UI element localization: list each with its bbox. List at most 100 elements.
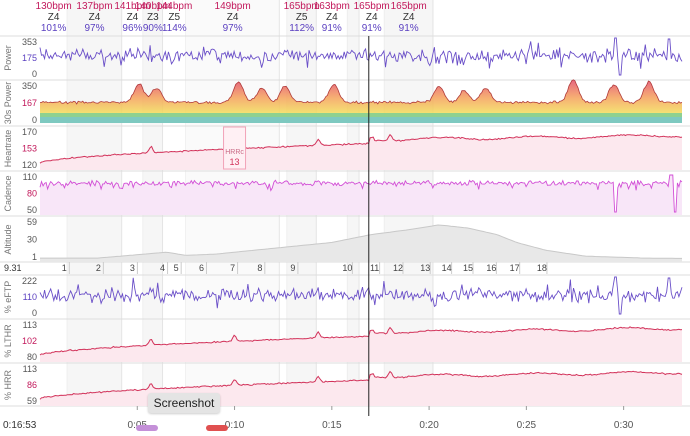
interval-zone: Z4 bbox=[227, 12, 239, 23]
alt-tick: 30 bbox=[27, 235, 37, 245]
interval-zone: Z4 bbox=[366, 12, 378, 23]
hrrc-label: HRRc bbox=[225, 149, 244, 156]
interval-pct: 97% bbox=[223, 23, 243, 34]
power-series bbox=[39, 37, 683, 76]
alt-axis: Altitude 59 30 1 bbox=[3, 217, 37, 262]
toolbar-pill-purple[interactable] bbox=[136, 425, 158, 431]
interval-pct: 112% bbox=[289, 23, 314, 34]
hrr-area bbox=[40, 371, 682, 406]
cad-tick: 50 bbox=[27, 205, 37, 215]
time-tick-0:30: 0:30 bbox=[614, 420, 634, 431]
smooth-tick: 0 bbox=[32, 115, 37, 125]
power-tick: 0 bbox=[32, 69, 37, 79]
power-tick: 353 bbox=[22, 37, 37, 47]
hr-label: Heartrate bbox=[3, 130, 13, 168]
hr-tick: 170 bbox=[22, 127, 37, 137]
time-tick-0:15: 0:15 bbox=[322, 420, 342, 431]
hrr-axis: % HRR 113 86 59 bbox=[3, 364, 37, 406]
altitude-series bbox=[40, 224, 682, 262]
lap-8: 8 bbox=[257, 263, 262, 273]
toolbar-pill-red[interactable] bbox=[206, 425, 228, 431]
altitude-line bbox=[40, 224, 682, 259]
heartrate-series bbox=[39, 133, 683, 170]
zone-band-green bbox=[40, 113, 682, 117]
eftp-series bbox=[39, 276, 683, 315]
interval-bpm: 130bpm bbox=[36, 1, 72, 12]
zone-band-teal bbox=[40, 117, 682, 123]
lap-7: 7 bbox=[230, 263, 235, 273]
interval-bpm: 163bpm bbox=[314, 1, 350, 12]
interval-pct: 90% bbox=[143, 23, 163, 34]
interval-zone: Z4 bbox=[403, 12, 415, 23]
lap-6: 6 bbox=[199, 263, 204, 273]
lap-bar: 9.31 1 2 3 4 5 6 7 8 9 10 11 12 13 14 15 16 17 18 bbox=[4, 262, 548, 274]
hrr-tick: 113 bbox=[23, 364, 37, 374]
lap-15: 15 bbox=[463, 263, 473, 273]
smooth-label: 30s Power bbox=[3, 82, 13, 125]
interval-zone: Z4 bbox=[48, 12, 60, 23]
cursor-time-label: 0:16:53 bbox=[3, 420, 37, 431]
time-tick-0:20: 0:20 bbox=[419, 420, 439, 431]
interval-pct: 91% bbox=[399, 23, 419, 34]
cad-axis: Cadence 110 80 50 bbox=[3, 172, 37, 215]
power-tick: 175 bbox=[22, 53, 37, 63]
hrr-label: % HRR bbox=[3, 370, 13, 401]
interval-zone: Z5 bbox=[296, 12, 308, 23]
interval-zone: Z4 bbox=[127, 12, 139, 23]
hrr-series bbox=[39, 370, 683, 406]
interval-zone: Z4 bbox=[326, 12, 338, 23]
lap-10: 10 bbox=[342, 263, 352, 273]
alt-label: Altitude bbox=[3, 224, 13, 254]
smooth-axis: 30s Power 350 167 0 bbox=[3, 81, 37, 125]
interval-header: 130bpmZ4101%137bpmZ497%141bpmZ496%140bpm… bbox=[36, 1, 427, 34]
lap-11: 11 bbox=[370, 263, 379, 273]
lap-2: 2 bbox=[96, 263, 101, 273]
cad-tick: 80 bbox=[27, 189, 37, 199]
lthr-label: % LTHR bbox=[3, 324, 13, 358]
eftp-tick: 110 bbox=[23, 292, 37, 302]
eftp-axis: % eFTP 222 110 0 bbox=[3, 276, 37, 318]
eftp-line bbox=[39, 276, 683, 315]
interval-zone: Z5 bbox=[168, 12, 180, 23]
power-axis: Power 353 175 0 bbox=[3, 37, 37, 79]
lap-12: 12 bbox=[393, 263, 403, 273]
smooth-tick: 167 bbox=[22, 98, 37, 108]
eftp-label: % eFTP bbox=[3, 281, 13, 314]
power-label: Power bbox=[3, 45, 13, 71]
interval-bpm: 165bpm bbox=[354, 1, 390, 12]
lthr-area bbox=[40, 326, 682, 362]
eftp-tick: 0 bbox=[32, 308, 37, 318]
interval-bpm: 165bpm bbox=[284, 1, 320, 12]
cad-label: Cadence bbox=[3, 175, 13, 211]
lthr-tick: 102 bbox=[22, 336, 37, 346]
interval-pct: 96% bbox=[122, 23, 142, 34]
row-separators bbox=[0, 35, 690, 407]
interval-bpm: 144bpm bbox=[156, 1, 192, 12]
interval-pct: 91% bbox=[322, 23, 342, 34]
lthr-line bbox=[39, 326, 683, 356]
hrr-tick: 59 bbox=[27, 396, 37, 406]
time-axis: 0:16:53 0:05 0:10 0:15 0:20 0:25 0:30 bbox=[3, 406, 634, 431]
lap-start-label: 9.31 bbox=[4, 263, 22, 273]
hrr-line bbox=[39, 370, 683, 400]
heartrate-line bbox=[39, 133, 683, 164]
cad-tick: 110 bbox=[23, 172, 37, 182]
lap-17: 17 bbox=[510, 263, 520, 273]
interval-pct: 97% bbox=[84, 23, 104, 34]
interval-pct: 91% bbox=[362, 23, 382, 34]
lap-1: 1 bbox=[62, 263, 67, 273]
hr-tick: 120 bbox=[22, 160, 37, 170]
